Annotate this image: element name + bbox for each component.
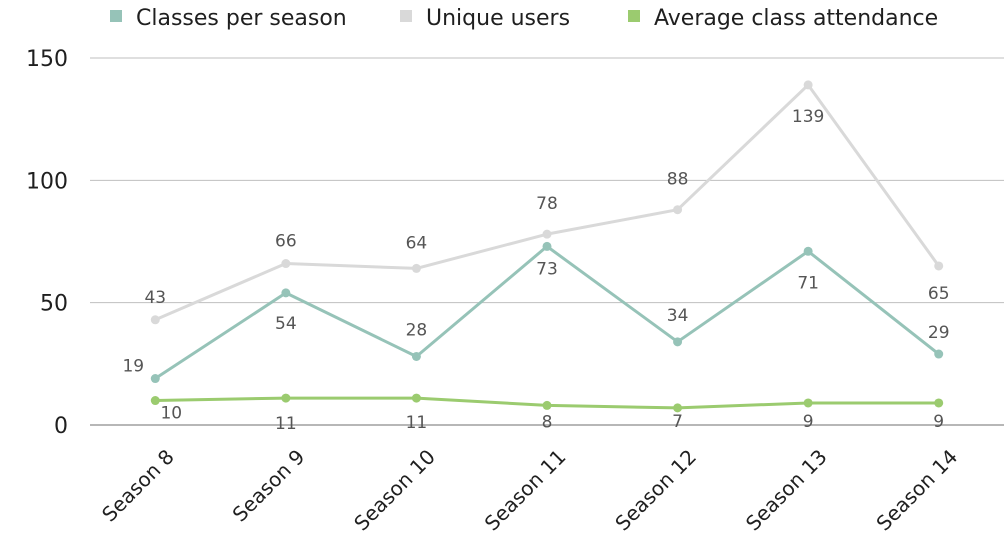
y-tick-label: 100 bbox=[26, 169, 68, 194]
data-label: 10 bbox=[160, 404, 182, 424]
x-tick-label: Season 14 bbox=[871, 445, 962, 536]
data-label: 64 bbox=[406, 233, 428, 253]
y-tick-label: 0 bbox=[54, 414, 68, 439]
legend-swatch bbox=[110, 10, 122, 22]
data-point bbox=[150, 315, 160, 325]
data-point bbox=[803, 80, 813, 90]
legend-swatch bbox=[400, 10, 412, 22]
data-point bbox=[411, 263, 421, 273]
data-label: 78 bbox=[536, 194, 558, 214]
data-point bbox=[411, 393, 421, 403]
data-point bbox=[542, 241, 552, 251]
legend-label: Average class attendance bbox=[654, 6, 938, 31]
data-label: 9 bbox=[933, 412, 944, 432]
data-point bbox=[803, 246, 813, 256]
legend-swatch bbox=[628, 10, 640, 22]
data-point bbox=[934, 349, 944, 359]
data-point bbox=[150, 396, 160, 406]
data-point bbox=[934, 398, 944, 408]
data-label: 7 bbox=[672, 412, 683, 432]
data-label: 73 bbox=[536, 259, 558, 279]
data-label: 139 bbox=[792, 107, 824, 127]
data-label: 28 bbox=[406, 320, 428, 340]
data-point bbox=[803, 398, 813, 408]
x-tick-label: Season 10 bbox=[349, 445, 440, 536]
gridlines bbox=[90, 57, 1004, 426]
data-label: 19 bbox=[122, 357, 144, 377]
x-tick-label: Season 11 bbox=[480, 445, 571, 536]
x-tick-label: Season 9 bbox=[228, 445, 310, 527]
data-point bbox=[281, 259, 291, 269]
y-tick-label: 50 bbox=[40, 292, 68, 317]
x-tick-label: Season 8 bbox=[97, 445, 179, 527]
data-point bbox=[542, 229, 552, 239]
data-point bbox=[673, 337, 683, 347]
data-point bbox=[281, 288, 291, 298]
data-label: 71 bbox=[797, 273, 819, 293]
data-label: 29 bbox=[928, 323, 950, 343]
y-tick-label: 150 bbox=[26, 47, 68, 72]
data-label: 8 bbox=[542, 412, 553, 432]
data-labels: 19 54 28 73 34 71 29 43 66 64 78 88 139 65 10 11 11 8 7 9 9 bbox=[122, 107, 949, 434]
x-tick-label: Season 13 bbox=[741, 445, 832, 536]
data-label: 88 bbox=[667, 170, 689, 190]
data-label: 11 bbox=[275, 414, 297, 434]
legend-label: Classes per season bbox=[136, 6, 347, 31]
data-point bbox=[673, 403, 683, 413]
data-point bbox=[542, 400, 552, 410]
data-label: 65 bbox=[928, 284, 950, 304]
x-tick-label: Season 12 bbox=[610, 445, 701, 536]
legend-label: Unique users bbox=[426, 6, 570, 31]
data-label: 9 bbox=[803, 412, 814, 432]
legend: Classes per season Unique users Average cl… bbox=[110, 6, 938, 31]
data-point bbox=[411, 351, 421, 361]
series-points bbox=[150, 80, 944, 413]
data-label: 66 bbox=[275, 232, 297, 252]
data-point bbox=[281, 393, 291, 403]
data-point bbox=[150, 374, 160, 384]
data-point bbox=[673, 205, 683, 215]
data-label: 43 bbox=[144, 288, 166, 308]
data-label: 34 bbox=[667, 306, 689, 326]
data-label: 54 bbox=[275, 314, 297, 334]
data-point bbox=[934, 261, 944, 271]
data-label: 11 bbox=[406, 413, 428, 433]
